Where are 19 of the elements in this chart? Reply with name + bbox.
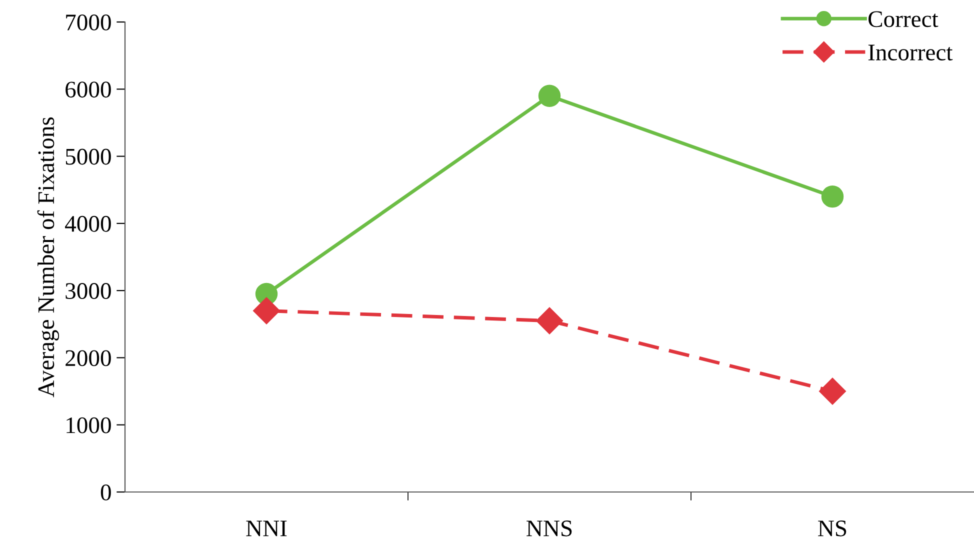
x-tick-label: NNI xyxy=(246,520,287,536)
y-tick-label: 1000 xyxy=(66,417,111,434)
point xyxy=(253,297,280,324)
y-tick-label: 0 xyxy=(100,484,111,500)
point xyxy=(538,84,561,107)
x-tick-label: NS xyxy=(818,520,846,536)
point xyxy=(536,307,563,334)
y-tick-label: 7000 xyxy=(66,14,111,30)
y-tick-label: 3000 xyxy=(66,283,111,299)
y-tick-label: 4000 xyxy=(65,216,111,232)
legend-label: Incorrect xyxy=(868,44,953,60)
y-axis-title: Average Number of Fixations xyxy=(37,117,60,398)
point xyxy=(819,378,846,405)
x-tick-label: NNS xyxy=(526,520,572,536)
point xyxy=(821,185,844,208)
y-tick-label: 6000 xyxy=(66,82,111,98)
y-tick-label: 5000 xyxy=(66,148,111,165)
legend-label: Correct xyxy=(868,11,938,28)
y-tick-label: 2000 xyxy=(66,350,111,366)
